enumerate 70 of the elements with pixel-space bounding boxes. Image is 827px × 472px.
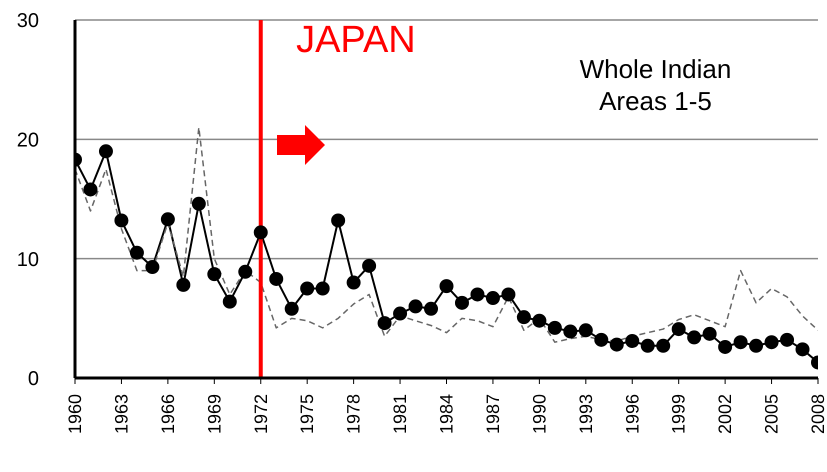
point <box>610 338 624 352</box>
point <box>470 287 484 302</box>
point <box>702 326 717 341</box>
point <box>408 299 423 314</box>
point <box>656 338 670 353</box>
point <box>130 246 144 260</box>
point <box>625 334 640 348</box>
point <box>284 302 299 316</box>
point <box>578 323 593 338</box>
point <box>454 296 469 310</box>
point <box>362 258 376 273</box>
x-tick-label: 1984 <box>436 394 456 434</box>
x-tick-label: 2008 <box>808 394 827 434</box>
point <box>238 264 252 279</box>
point <box>796 342 810 356</box>
x-tick-label: 2005 <box>762 394 782 434</box>
point <box>749 338 764 353</box>
point <box>83 182 98 196</box>
point <box>192 196 206 211</box>
x-tick-label: 1963 <box>111 394 132 434</box>
point <box>764 335 779 350</box>
point <box>563 324 578 338</box>
point <box>316 282 330 296</box>
annotation: Whole Indian Areas 1-5 <box>578 53 732 118</box>
y-tick-label: 20 <box>16 129 39 152</box>
x-tick-label: 1978 <box>344 394 364 434</box>
point <box>687 330 702 344</box>
x-tick-label: 1999 <box>668 394 689 434</box>
point <box>532 314 546 328</box>
x-tick-label: 1990 <box>529 394 550 434</box>
x-tick-label: 2002 <box>715 394 736 434</box>
point <box>486 291 500 306</box>
point <box>672 322 686 336</box>
x-tick-label: 1972 <box>250 394 271 434</box>
x-tick-label: 1960 <box>65 394 85 434</box>
y-tick-label: 0 <box>28 368 39 390</box>
point <box>718 340 732 354</box>
point <box>594 332 608 347</box>
point <box>160 212 175 226</box>
point <box>424 302 438 316</box>
point <box>501 287 516 302</box>
point <box>734 335 748 350</box>
point <box>548 320 562 335</box>
point <box>346 276 361 290</box>
point <box>440 279 454 294</box>
point <box>780 332 794 347</box>
y-tick-label: 30 <box>16 10 39 32</box>
point <box>254 225 268 240</box>
point <box>516 310 531 324</box>
point <box>269 272 284 286</box>
point <box>331 213 346 228</box>
point <box>378 316 392 330</box>
point <box>393 306 408 321</box>
y-tick-label: 10 <box>16 248 39 271</box>
x-tick-label: 1993 <box>576 394 596 434</box>
x-tick-label: 1975 <box>297 394 318 434</box>
x-tick-label: 1987 <box>482 394 503 434</box>
x-tick-label: 1969 <box>204 394 224 434</box>
point <box>207 267 222 282</box>
point <box>222 294 237 309</box>
point <box>176 278 190 292</box>
point <box>114 213 128 228</box>
point <box>145 260 160 274</box>
point <box>98 144 113 158</box>
x-tick-label: 1981 <box>390 394 410 434</box>
ref-line-label: JAPAN <box>296 18 416 61</box>
point <box>640 338 655 353</box>
point <box>300 282 314 296</box>
x-tick-label: 1996 <box>622 394 642 434</box>
x-tick-label: 1966 <box>158 394 178 434</box>
